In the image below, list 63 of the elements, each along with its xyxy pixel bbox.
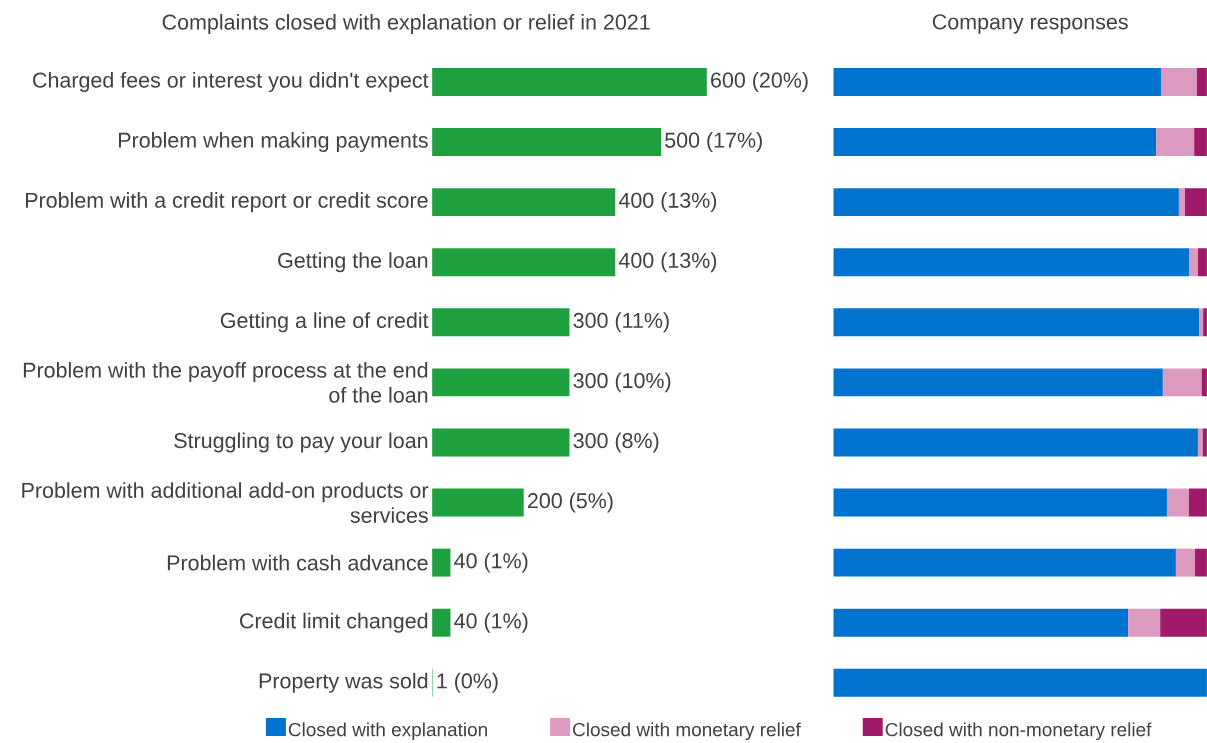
data-label: 200 (5%) [527,492,613,513]
bar [1162,368,1202,397]
bar [1194,548,1207,577]
bar [833,308,1200,337]
bar [833,68,1161,97]
chart-title: Company responses [932,14,1128,34]
y-tick-label: Problem when making payments [119,132,428,153]
legend-label: Closed with non-monetary relief [885,722,1152,741]
bar [833,368,1163,397]
data-label: 40 (1%) [454,612,528,633]
bar [432,428,570,457]
bar [1188,248,1198,277]
y-tick-label: Getting a line of credit [220,312,429,333]
bar [833,188,1179,217]
bar [432,128,662,157]
bar [432,548,451,577]
y-tick-label: Problem with a credit report or credit score [25,192,428,213]
bar [833,128,1157,157]
bar [1166,488,1189,517]
bar [1184,188,1207,217]
bar [833,248,1189,277]
bar [1178,188,1185,217]
y-tick-label: Struggling to pay your loan [174,432,428,453]
bar [1160,68,1197,97]
bar [432,608,451,637]
y-tick-label: Problem with the payoff process at the end of the loan [23,362,428,403]
data-label: 300 (8%) [573,432,659,453]
data-label: 1 (0%) [437,672,498,693]
data-label: 300 (11%) [573,312,669,333]
bar [1199,308,1204,337]
data-label: 400 (13%) [618,192,717,213]
y-tick-label: Property was sold [259,672,428,693]
bar [432,248,616,277]
data-label: 500 (17%) [665,132,762,153]
bar [1160,608,1207,637]
data-label: 400 (13%) [618,252,717,273]
bar [833,488,1167,517]
bar [1156,128,1195,157]
bar [432,188,616,217]
bar [1175,548,1195,577]
bar [1188,488,1207,517]
bar [833,668,1207,697]
bar [432,368,570,397]
bar [1197,428,1203,457]
y-tick-label: Problem with additional add-on products or services [22,482,429,523]
chart-title: Complaints closed with explanation or relief in 2021 [162,14,650,35]
bar [1194,128,1207,157]
bar [1128,608,1161,637]
legend-label: Closed with monetary relief [573,722,801,741]
y-tick-label: Charged fees or interest you didn't expect [33,72,429,93]
legend-label: Closed with explanation [288,722,487,741]
data-label: 300 (10%) [573,372,671,393]
bar [432,488,524,517]
y-tick-label: Credit limit changed [240,612,428,633]
bar [833,428,1198,457]
data-label: 600 (20%) [711,72,808,93]
y-tick-label: Getting the loan [278,252,428,273]
bar [833,608,1129,637]
bar [833,548,1176,577]
bar [432,308,570,337]
data-label: 40 (1%) [454,552,528,573]
bar [432,68,707,97]
y-tick-label: Problem with cash advance [167,554,428,571]
